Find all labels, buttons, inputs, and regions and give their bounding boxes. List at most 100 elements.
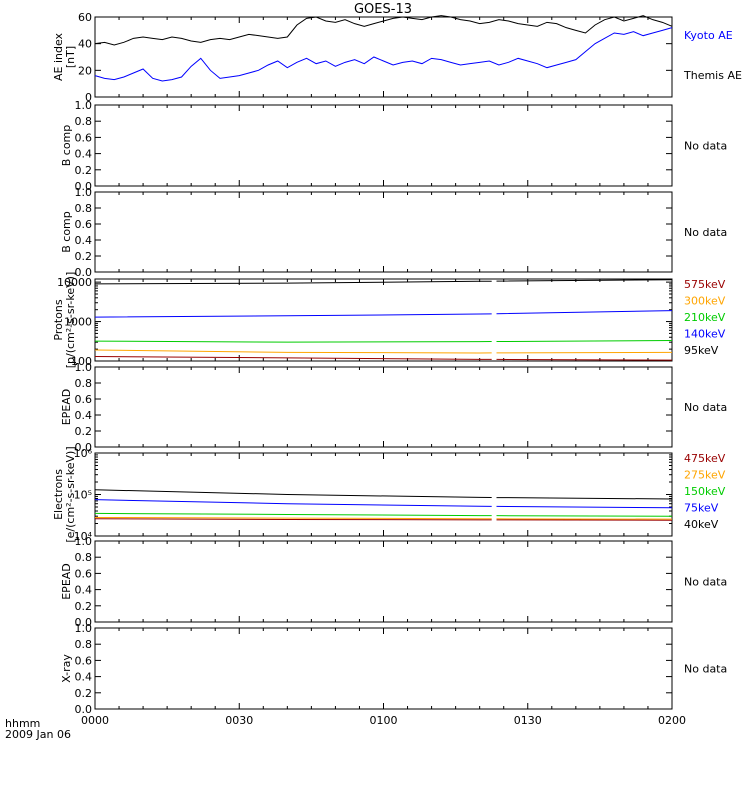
y-axis-label: Electrons[e/(cm²-s-sr-keV)] — [52, 446, 77, 542]
y-tick-label: 0.4 — [75, 671, 93, 684]
y-tick-label: 0.0 — [75, 703, 93, 716]
y-axis-label-line: Electrons — [52, 469, 65, 520]
panel-frame — [94, 16, 673, 98]
y-axis-label-line: [nT] — [64, 46, 77, 68]
y-axis-label-line: EPEAD — [60, 389, 73, 426]
y-tick-label: 0.6 — [75, 393, 93, 406]
y-tick-label: 0.0 — [75, 616, 93, 629]
legend-entry: Themis AE — [683, 69, 742, 82]
legend-entry: 75keV — [684, 502, 719, 515]
series-line-kyoto-ae — [94, 27, 673, 82]
series-line-150kev — [94, 512, 673, 517]
y-tick-label: 0.0 — [75, 180, 93, 193]
y-tick-label: 0.4 — [75, 234, 93, 247]
series-line-300kev — [94, 349, 673, 354]
y-tick-label: 0.0 — [75, 441, 93, 454]
y-tick-label: 0.4 — [75, 584, 93, 597]
panel-frame — [94, 366, 673, 448]
y-axis-label: B comp — [60, 125, 73, 167]
x-tick-label: 0030 — [225, 714, 253, 727]
y-axis-label-line: B comp — [60, 211, 73, 253]
legend-entry: 475keV — [684, 452, 726, 465]
y-tick-label: 1.0 — [75, 99, 93, 112]
y-axis-label: Protons[p/(cm²-s-sr-keV)] — [52, 272, 77, 369]
y-axis-label: AE index[nT] — [52, 32, 77, 81]
y-axis-label-line: X-ray — [60, 654, 73, 683]
y-axis-label: X-ray — [60, 654, 73, 683]
panel-frame — [94, 191, 673, 273]
legend-entry: 275keV — [684, 469, 726, 482]
y-tick-label: 10⁴ — [74, 530, 93, 543]
y-tick-label: 0.6 — [75, 654, 93, 667]
y-axis-label: EPEAD — [60, 563, 73, 600]
no-data-label: No data — [684, 663, 727, 676]
y-tick-label: 60 — [78, 11, 92, 24]
y-tick-label: 0.2 — [75, 425, 93, 438]
y-tick-label: 0.8 — [75, 551, 93, 564]
series-line-575kev — [94, 356, 673, 361]
y-tick-label: 0.6 — [75, 131, 93, 144]
legend-entry: Kyoto AE — [684, 29, 733, 42]
series-line-40kev — [94, 489, 673, 500]
y-axis-label-line: EPEAD — [60, 563, 73, 600]
y-tick-label: 0.8 — [75, 115, 93, 128]
series-line-210kev — [94, 340, 673, 343]
y-axis-label-line: AE index — [52, 32, 65, 81]
legend-entry: 95keV — [684, 344, 719, 357]
series-line-themis-ae — [94, 15, 673, 46]
x-tick-label: 0130 — [514, 714, 542, 727]
panel-frame — [94, 452, 673, 537]
y-tick-label: 0.8 — [75, 377, 93, 390]
panel-bcomp2: 0.0 0.2 0.4 0.6 0.8 1.0B comp No data — [60, 186, 727, 279]
y-tick-label: 0.4 — [75, 148, 93, 161]
y-tick-label: 1.0 — [75, 361, 93, 374]
no-data-label: No data — [684, 226, 727, 239]
time-format-label: hhmm — [5, 717, 40, 730]
y-tick-label: 0 — [85, 91, 92, 104]
y-tick-label: 10⁵ — [74, 489, 92, 502]
x-tick-label: 0100 — [370, 714, 398, 727]
series-line-140kev — [94, 310, 673, 318]
panel-bcomp1: 0.0 0.2 0.4 0.6 0.8 1.0B comp No data — [60, 99, 727, 193]
y-tick-label: 0.4 — [75, 409, 93, 422]
legend-entry: 300keV — [684, 295, 726, 308]
panel-frame — [94, 627, 673, 710]
y-tick-label: 0.6 — [75, 567, 93, 580]
panel-xray: 0.0 0.2 0.4 0.6 0.8 1.0 X-ray No data — [60, 622, 727, 716]
panel-frame — [94, 278, 673, 362]
panel-epead2: 0.0 0.2 0.4 0.6 0.8 1.0 EPEAD No data — [60, 535, 727, 629]
y-axis-label: B comp — [60, 211, 73, 253]
date-label: 2009 Jan 06 — [5, 728, 71, 741]
legend-entry: 150keV — [684, 485, 726, 498]
y-tick-label: 1.0 — [75, 186, 93, 199]
legend-entry: 40keV — [684, 518, 719, 531]
legend-entry: 140keV — [684, 328, 726, 341]
series-line-75kev — [94, 499, 673, 509]
no-data-label: No data — [684, 140, 727, 153]
legend-entry: 210keV — [684, 311, 726, 324]
y-tick-label: 1.0 — [75, 535, 93, 548]
x-tick-label: 0000 — [81, 714, 109, 727]
y-axis-label-line: Protons — [52, 299, 65, 340]
y-tick-label: 10⁶ — [74, 447, 93, 460]
series-line-275kev — [94, 516, 673, 520]
y-tick-label: 0.2 — [75, 164, 93, 177]
y-tick-label: 0.2 — [75, 250, 93, 263]
y-tick-label: 10000 — [57, 276, 92, 289]
panel-epead1: 0.0 0.2 0.4 0.6 0.8 1.0 EPEAD No data — [60, 361, 727, 454]
no-data-label: No data — [684, 401, 727, 414]
y-tick-label: 100 — [71, 355, 92, 368]
y-tick-label: 0.0 — [75, 266, 93, 279]
y-tick-label: 1.0 — [75, 622, 93, 635]
y-tick-label: 20 — [78, 64, 92, 77]
y-axis-label-line: [p/(cm²-s-sr-keV)] — [64, 272, 77, 369]
no-data-label: No data — [684, 576, 727, 589]
y-tick-label: 40 — [78, 38, 92, 51]
y-tick-label: 0.8 — [75, 202, 93, 215]
legend-entry: 575keV — [684, 278, 726, 291]
